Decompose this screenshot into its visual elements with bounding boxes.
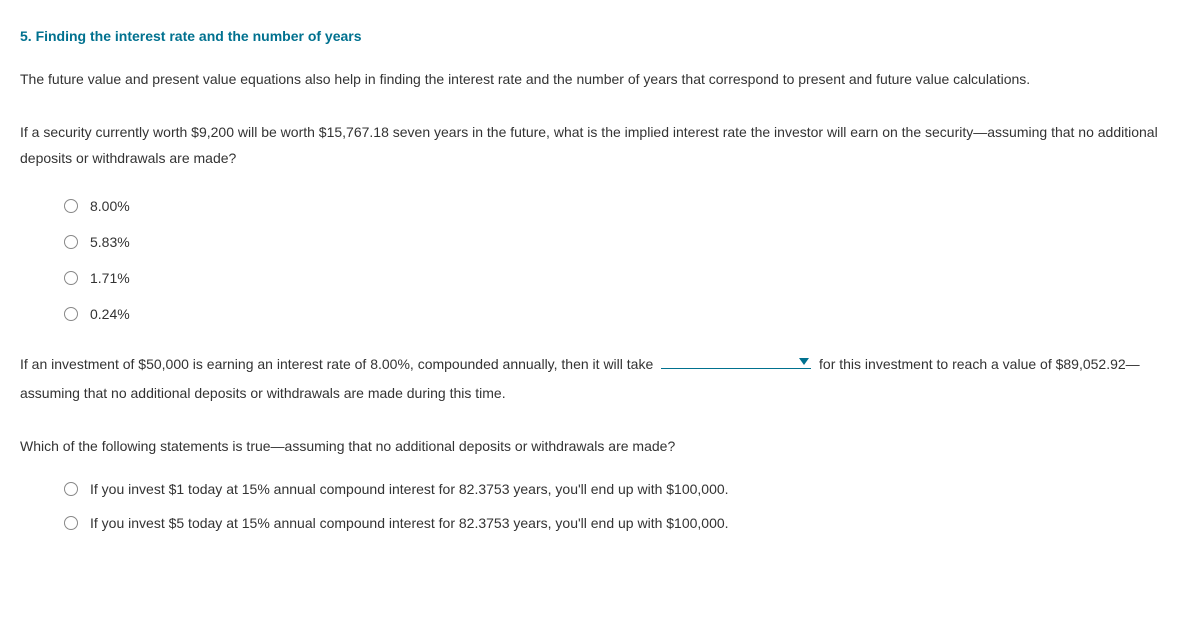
radio-icon bbox=[64, 482, 78, 496]
q1-option-label: 1.71% bbox=[90, 270, 130, 286]
q2-sentence: If an investment of $50,000 is earning a… bbox=[20, 350, 1180, 409]
radio-icon bbox=[64, 199, 78, 213]
q1-prompt: If a security currently worth $9,200 wil… bbox=[20, 119, 1180, 172]
q1-option-label: 8.00% bbox=[90, 198, 130, 214]
q1-option-3[interactable]: 0.24% bbox=[64, 306, 1180, 322]
q1-option-label: 0.24% bbox=[90, 306, 130, 322]
q3-option-label: If you invest $5 today at 15% annual com… bbox=[90, 515, 729, 531]
radio-icon bbox=[64, 516, 78, 530]
q2-pre: If an investment of $50,000 is earning a… bbox=[20, 356, 657, 372]
radio-icon bbox=[64, 271, 78, 285]
q1-options: 8.00% 5.83% 1.71% 0.24% bbox=[20, 198, 1180, 322]
radio-icon bbox=[64, 307, 78, 321]
question-page: 5. Finding the interest rate and the num… bbox=[0, 0, 1200, 569]
q3-prompt: Which of the following statements is tru… bbox=[20, 433, 1180, 460]
q3-option-label: If you invest $1 today at 15% annual com… bbox=[90, 481, 729, 497]
chevron-down-icon bbox=[799, 358, 809, 365]
radio-icon bbox=[64, 235, 78, 249]
q3-option-1[interactable]: If you invest $5 today at 15% annual com… bbox=[64, 515, 1180, 531]
q3-option-0[interactable]: If you invest $1 today at 15% annual com… bbox=[64, 481, 1180, 497]
years-dropdown[interactable] bbox=[661, 353, 811, 368]
q1-option-0[interactable]: 8.00% bbox=[64, 198, 1180, 214]
q1-option-2[interactable]: 1.71% bbox=[64, 270, 1180, 286]
intro-paragraph: The future value and present value equat… bbox=[20, 66, 1180, 93]
q3-options: If you invest $1 today at 15% annual com… bbox=[20, 481, 1180, 531]
q1-option-1[interactable]: 5.83% bbox=[64, 234, 1180, 250]
q1-option-label: 5.83% bbox=[90, 234, 130, 250]
page-title: 5. Finding the interest rate and the num… bbox=[20, 28, 1180, 44]
